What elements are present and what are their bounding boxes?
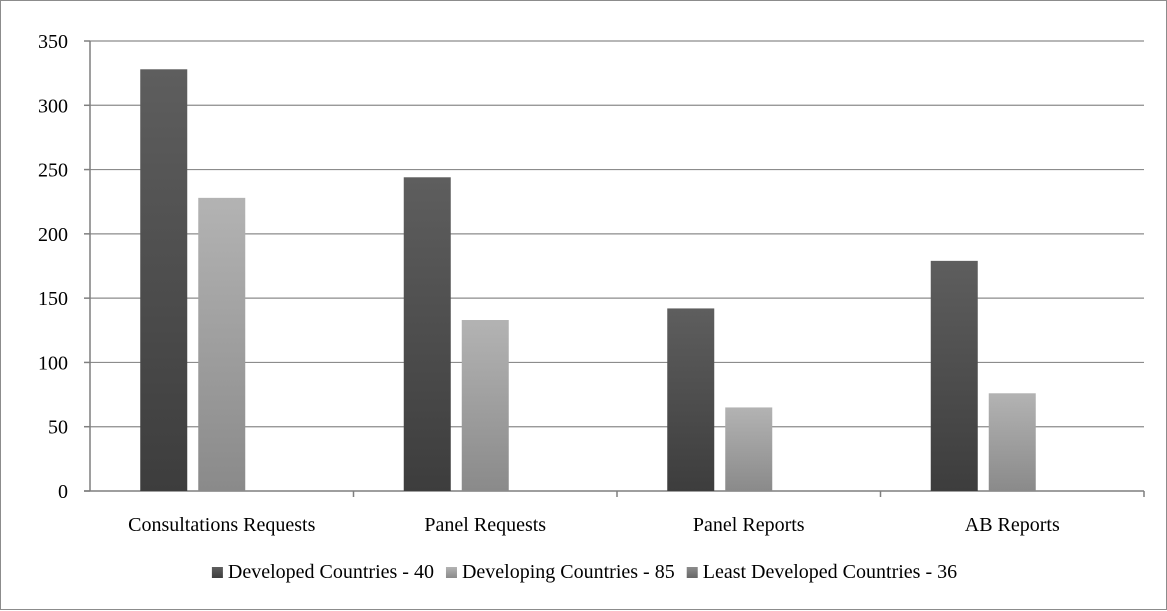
legend-swatch xyxy=(445,567,457,578)
bar-developing-countries-3 xyxy=(988,393,1036,491)
legend-label: Developing Countries - 85 xyxy=(462,561,675,583)
bar-developed-countries-0 xyxy=(140,69,188,492)
y-tick-label: 100 xyxy=(38,352,68,374)
y-tick-label: 200 xyxy=(38,224,68,246)
x-category-label: AB Reports xyxy=(965,514,1060,536)
x-category-labels: Consultations Requests Panel Requests Pane… xyxy=(128,514,1060,536)
bar-developed-countries-2 xyxy=(667,308,715,491)
bar-developing-countries-1 xyxy=(461,320,509,491)
legend-label: Least Developed Countries - 36 xyxy=(703,561,957,583)
y-tick-label: 350 xyxy=(38,31,68,53)
legend-item: Developing Countries - 85 xyxy=(445,561,675,583)
bar-developing-countries-2 xyxy=(725,407,773,491)
y-tick-label: 50 xyxy=(48,417,68,439)
bar-developed-countries-1 xyxy=(403,177,451,492)
legend-item: Least Developed Countries - 36 xyxy=(686,561,957,583)
x-category-label: Panel Reports xyxy=(693,514,805,536)
bars xyxy=(140,69,1036,492)
legend-swatch xyxy=(211,567,223,578)
y-tick-label: 250 xyxy=(38,160,68,182)
legend-item: Developed Countries - 40 xyxy=(211,561,434,583)
y-tick-labels: 0 50 100 150 200 250 300 350 xyxy=(38,31,68,503)
y-tick-label: 300 xyxy=(38,95,68,117)
legend-label: Developed Countries - 40 xyxy=(228,561,434,583)
legend-swatch xyxy=(686,567,698,578)
legend: Developed Countries - 40 Developing Count… xyxy=(211,561,957,583)
x-category-label: Consultations Requests xyxy=(128,514,315,536)
bar-developing-countries-0 xyxy=(198,197,246,491)
x-category-label: Panel Requests xyxy=(424,514,546,536)
y-tick-label: 150 xyxy=(38,288,68,310)
gridlines xyxy=(90,40,1144,428)
y-tick-label: 0 xyxy=(58,481,68,503)
bar-developed-countries-3 xyxy=(930,260,978,491)
